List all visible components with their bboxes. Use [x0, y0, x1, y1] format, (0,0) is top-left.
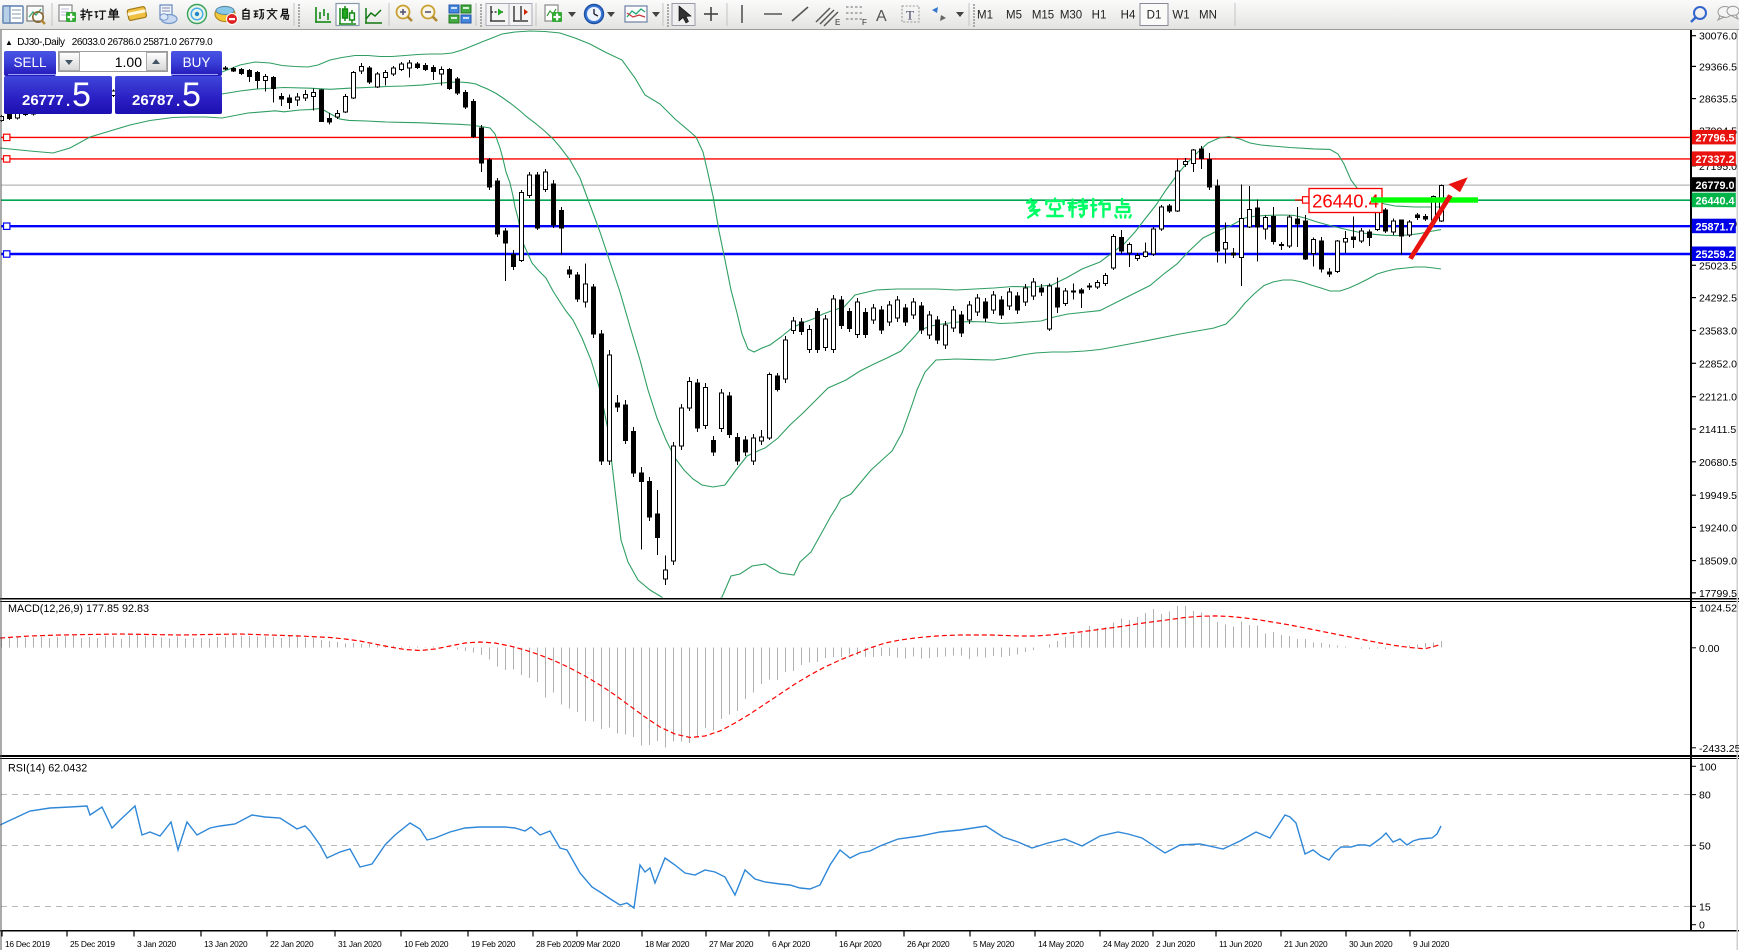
- svg-text:6 Apr 2020: 6 Apr 2020: [772, 939, 811, 949]
- svg-text:F: F: [862, 18, 867, 27]
- svg-text:T: T: [906, 8, 914, 23]
- svg-text:27337.2: 27337.2: [1696, 154, 1735, 166]
- svg-text:11 Jun 2020: 11 Jun 2020: [1219, 939, 1262, 949]
- svg-text:19949.5: 19949.5: [1699, 490, 1737, 502]
- svg-text:30 Jun 2020: 30 Jun 2020: [1349, 939, 1393, 949]
- svg-text:E: E: [835, 18, 840, 27]
- svg-text:20680.5: 20680.5: [1699, 457, 1737, 469]
- svg-text:M1: M1: [977, 10, 993, 22]
- svg-text:28635.5: 28635.5: [1699, 94, 1737, 106]
- svg-text:24 May 2020: 24 May 2020: [1103, 939, 1149, 949]
- svg-text:D1: D1: [1147, 10, 1162, 22]
- svg-text:22852.0: 22852.0: [1699, 358, 1737, 370]
- svg-text:22121.0: 22121.0: [1699, 392, 1737, 404]
- svg-text:25023.5: 25023.5: [1699, 260, 1737, 272]
- svg-text:27796.5: 27796.5: [1696, 133, 1735, 145]
- svg-text:26440.4: 26440.4: [1696, 195, 1735, 207]
- svg-text:MN: MN: [1199, 10, 1217, 22]
- svg-text:3 Jan 2020: 3 Jan 2020: [137, 939, 177, 949]
- svg-text:M5: M5: [1006, 10, 1022, 22]
- svg-text:18509.0: 18509.0: [1699, 556, 1737, 568]
- svg-text:19240.0: 19240.0: [1699, 522, 1737, 534]
- svg-text:25259.2: 25259.2: [1696, 249, 1735, 261]
- svg-text:24292.5: 24292.5: [1699, 293, 1737, 305]
- svg-text:RSI(14) 62.0432: RSI(14) 62.0432: [8, 763, 87, 775]
- svg-text:26 Apr 2020: 26 Apr 2020: [907, 939, 950, 949]
- svg-text:16 Dec 2019: 16 Dec 2019: [5, 939, 50, 949]
- svg-text:A: A: [876, 8, 887, 25]
- svg-text:50: 50: [1699, 840, 1711, 852]
- svg-text:23583.0: 23583.0: [1699, 326, 1737, 338]
- svg-text:13 Jan 2020: 13 Jan 2020: [204, 939, 248, 949]
- svg-text:31 Jan 2020: 31 Jan 2020: [338, 939, 382, 949]
- svg-text:M15: M15: [1032, 10, 1054, 22]
- svg-text:W1: W1: [1172, 10, 1189, 22]
- svg-text:25871.7: 25871.7: [1696, 221, 1735, 233]
- svg-text:18 Mar 2020: 18 Mar 2020: [645, 939, 690, 949]
- svg-text:22 Jan 2020: 22 Jan 2020: [270, 939, 314, 949]
- svg-text:1024.52: 1024.52: [1699, 603, 1737, 615]
- svg-text:2 Jun 2020: 2 Jun 2020: [1156, 939, 1196, 949]
- svg-text:21411.5: 21411.5: [1699, 424, 1736, 436]
- svg-text:0.00: 0.00: [1699, 643, 1720, 655]
- svg-text:14 May 2020: 14 May 2020: [1038, 939, 1084, 949]
- svg-text:H1: H1: [1092, 10, 1107, 22]
- svg-text:19 Feb 2020: 19 Feb 2020: [471, 939, 516, 949]
- svg-text:17799.5: 17799.5: [1699, 588, 1737, 600]
- svg-text:M30: M30: [1060, 10, 1082, 22]
- svg-text:21 Jun 2020: 21 Jun 2020: [1284, 939, 1328, 949]
- svg-text:MACD(12,26,9) 177.85 92.83: MACD(12,26,9) 177.85 92.83: [8, 603, 149, 615]
- svg-text:10 Feb 2020: 10 Feb 2020: [404, 939, 449, 949]
- svg-text:16 Apr 2020: 16 Apr 2020: [839, 939, 882, 949]
- svg-text:28 Feb 2020: 28 Feb 2020: [536, 939, 581, 949]
- svg-text:9 Jul 2020: 9 Jul 2020: [1413, 939, 1450, 949]
- svg-text:H4: H4: [1121, 10, 1136, 22]
- svg-text:0: 0: [1699, 920, 1705, 932]
- svg-text:9 Mar 2020: 9 Mar 2020: [580, 939, 620, 949]
- svg-text:30076.0: 30076.0: [1699, 31, 1737, 43]
- svg-text:26779.0: 26779.0: [1696, 180, 1735, 192]
- svg-text:15: 15: [1699, 901, 1711, 913]
- svg-text:29366.5: 29366.5: [1699, 61, 1737, 73]
- svg-text:-2433.25: -2433.25: [1699, 743, 1739, 755]
- svg-text:80: 80: [1699, 790, 1711, 802]
- svg-text:100: 100: [1699, 761, 1717, 773]
- svg-text:26440.4: 26440.4: [1312, 191, 1379, 212]
- svg-text:5 May 2020: 5 May 2020: [973, 939, 1015, 949]
- svg-text:25 Dec 2019: 25 Dec 2019: [70, 939, 115, 949]
- svg-text:27 Mar 2020: 27 Mar 2020: [709, 939, 754, 949]
